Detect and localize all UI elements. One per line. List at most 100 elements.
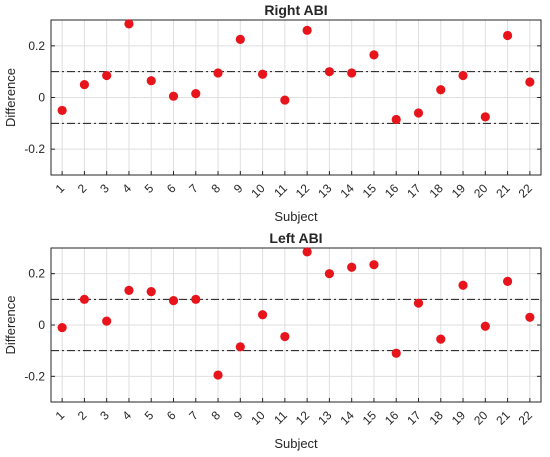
x-tick-label: 3	[97, 181, 112, 196]
x-tick-label: 8	[209, 408, 224, 423]
data-point	[369, 50, 379, 60]
data-point	[347, 68, 357, 78]
x-tick-label: 20	[471, 408, 491, 428]
x-tick-label: 4	[119, 408, 134, 423]
x-tick-label: 19	[449, 181, 469, 201]
x-tick-label: 1	[53, 408, 68, 423]
x-tick-label: 2	[75, 181, 90, 196]
x-tick-label: 17	[404, 181, 424, 201]
x-tick-label: 10	[248, 408, 268, 428]
x-tick-label: 21	[493, 408, 513, 428]
x-tick-label: 15	[360, 181, 380, 201]
x-tick-label: 21	[493, 181, 513, 201]
x-tick-label: 12	[293, 408, 313, 428]
data-point	[124, 19, 134, 29]
data-point	[436, 334, 446, 344]
x-tick-label: 17	[404, 408, 424, 428]
x-tick-label: 13	[315, 408, 335, 428]
data-point	[102, 70, 112, 81]
x-tick-label: 5	[142, 408, 157, 423]
data-point	[213, 68, 223, 78]
x-tick-label: 12	[293, 181, 313, 201]
data-point	[257, 310, 268, 320]
data-point	[168, 91, 179, 101]
data-point	[436, 85, 446, 95]
x-tick-label: 20	[471, 181, 491, 201]
y-tick-label: 0.2	[28, 39, 45, 53]
y-tick-label: -0.2	[24, 142, 45, 156]
y-axis-label: Difference	[3, 68, 18, 127]
chart-title: Left ABI	[269, 230, 322, 246]
data-point	[458, 70, 468, 81]
data-point	[235, 34, 245, 44]
y-axis-label: Difference	[3, 295, 18, 354]
data-point	[369, 260, 379, 270]
x-tick-label: 18	[427, 408, 447, 428]
x-tick-label: 14	[337, 181, 357, 201]
x-tick-label: 22	[516, 408, 536, 428]
x-tick-label: 3	[97, 408, 112, 423]
data-point	[525, 77, 535, 87]
data-point	[146, 76, 156, 86]
data-point	[347, 262, 357, 272]
data-point	[57, 322, 67, 333]
x-tick-label: 6	[164, 181, 179, 196]
data-point	[525, 312, 535, 322]
x-tick-label: 9	[231, 181, 246, 196]
y-tick-label: 0	[38, 91, 45, 105]
x-axis-label: Subject	[274, 436, 318, 451]
data-point	[391, 114, 401, 125]
data-point	[502, 30, 513, 41]
x-tick-label: 7	[186, 181, 201, 196]
data-point	[413, 108, 424, 118]
x-tick-label: 16	[382, 181, 402, 201]
data-point	[280, 331, 290, 342]
x-tick-label: 16	[382, 408, 402, 428]
x-tick-label: 1	[53, 181, 68, 196]
data-point	[413, 298, 424, 308]
data-point	[480, 112, 490, 122]
x-tick-label: 14	[337, 408, 357, 428]
x-tick-label: 13	[315, 181, 335, 201]
data-point	[102, 316, 112, 326]
data-point	[191, 89, 201, 99]
data-point	[324, 269, 335, 279]
data-point	[302, 25, 312, 35]
data-point	[458, 280, 468, 290]
y-tick-label: -0.2	[24, 369, 45, 383]
data-point	[79, 79, 90, 90]
x-tick-label: 22	[516, 181, 536, 201]
x-tick-label: 6	[164, 408, 179, 423]
data-point	[191, 294, 201, 304]
x-tick-label: 8	[209, 181, 224, 196]
x-tick-label: 11	[271, 408, 290, 427]
x-tick-label: 4	[119, 181, 134, 196]
data-point	[280, 95, 290, 105]
x-tick-label: 10	[248, 181, 268, 201]
data-point	[391, 348, 401, 358]
x-tick-label: 19	[449, 408, 469, 428]
x-tick-label: 15	[360, 408, 380, 428]
x-tick-label: 9	[231, 408, 246, 423]
chart-title: Right ABI	[264, 2, 327, 18]
x-tick-label: 2	[75, 408, 90, 423]
data-point	[502, 276, 513, 286]
x-tick-label: 18	[427, 181, 447, 201]
y-tick-label: 0	[38, 318, 45, 332]
data-point	[480, 321, 490, 331]
data-point	[302, 247, 312, 257]
data-point	[168, 296, 179, 306]
data-point	[257, 69, 268, 79]
y-tick-label: 0.2	[28, 267, 45, 281]
x-tick-label: 7	[186, 408, 201, 423]
x-axis-label: Subject	[274, 209, 318, 224]
data-point	[57, 105, 67, 116]
data-point	[79, 294, 90, 304]
data-point	[324, 67, 335, 77]
data-point	[146, 287, 156, 297]
data-point	[213, 370, 223, 380]
data-point	[235, 342, 245, 352]
chart-panel-2	[50, 247, 542, 403]
chart-panel-1	[50, 19, 542, 176]
